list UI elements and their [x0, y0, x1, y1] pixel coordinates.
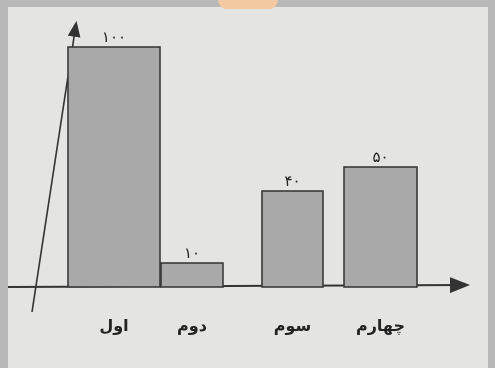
category-label-3: سوم: [274, 316, 312, 335]
bar-2: [160, 262, 224, 288]
bar-3: [261, 190, 324, 288]
value-label-3: ۴۰: [284, 172, 300, 190]
value-label-4: ۵۰: [372, 148, 388, 166]
bar-4: [343, 166, 418, 288]
category-label-1: اول: [99, 316, 128, 335]
chart-bars: [67, 46, 418, 288]
chart-category-labels: اول دوم سوم چهارم: [99, 316, 405, 336]
value-label-2: ۱۰: [184, 244, 200, 262]
chart-value-labels: ۱۰۰ ۱۰ ۴۰ ۵۰: [102, 28, 389, 262]
bar-1: [67, 46, 161, 288]
top-tab-decoration: [218, 0, 278, 9]
value-label-1: ۱۰۰: [102, 28, 126, 46]
category-label-4: چهارم: [356, 316, 405, 336]
category-label-2: دوم: [177, 316, 207, 335]
